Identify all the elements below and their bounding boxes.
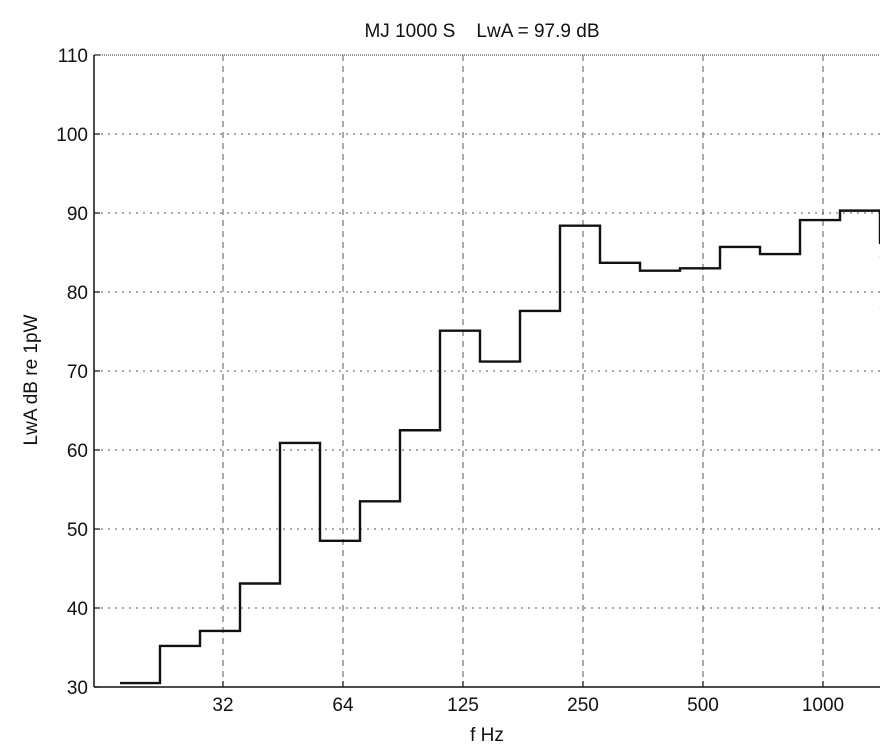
x-axis-label: f Hz — [470, 725, 504, 746]
y-tick-labels: 30 40 50 60 70 80 90 100 110 — [56, 46, 88, 699]
series-line-0 — [120, 209, 880, 685]
y-axis-label: LwA dB re 1pW — [21, 314, 42, 445]
x-tick-label: 32 — [212, 695, 233, 716]
series-layer — [120, 209, 880, 685]
y-tick-label: 70 — [67, 362, 88, 383]
x-tick-labels: 32641252505001000200040008000 — [212, 695, 844, 716]
y-tick-label: 40 — [67, 599, 88, 620]
x-tick-label: 125 — [447, 695, 479, 716]
x-tick-label: 500 — [687, 695, 719, 716]
x-tick-label: 1000 — [802, 695, 844, 716]
y-tick-label: 60 — [67, 441, 88, 462]
y-tick-label: 50 — [67, 520, 88, 541]
y-tick-label: 90 — [67, 204, 88, 225]
y-tick-label: 80 — [67, 283, 88, 304]
x-tick-label: 250 — [567, 695, 599, 716]
grid-lines — [94, 55, 880, 687]
y-tick-label: 110 — [58, 46, 88, 67]
axes — [93, 54, 880, 688]
y-tick-label: 30 — [67, 678, 88, 699]
chart-title: MJ 1000 S LwA = 97.9 dB — [364, 21, 599, 42]
y-tick-label: 100 — [56, 125, 88, 146]
x-tick-label: 64 — [332, 695, 354, 716]
